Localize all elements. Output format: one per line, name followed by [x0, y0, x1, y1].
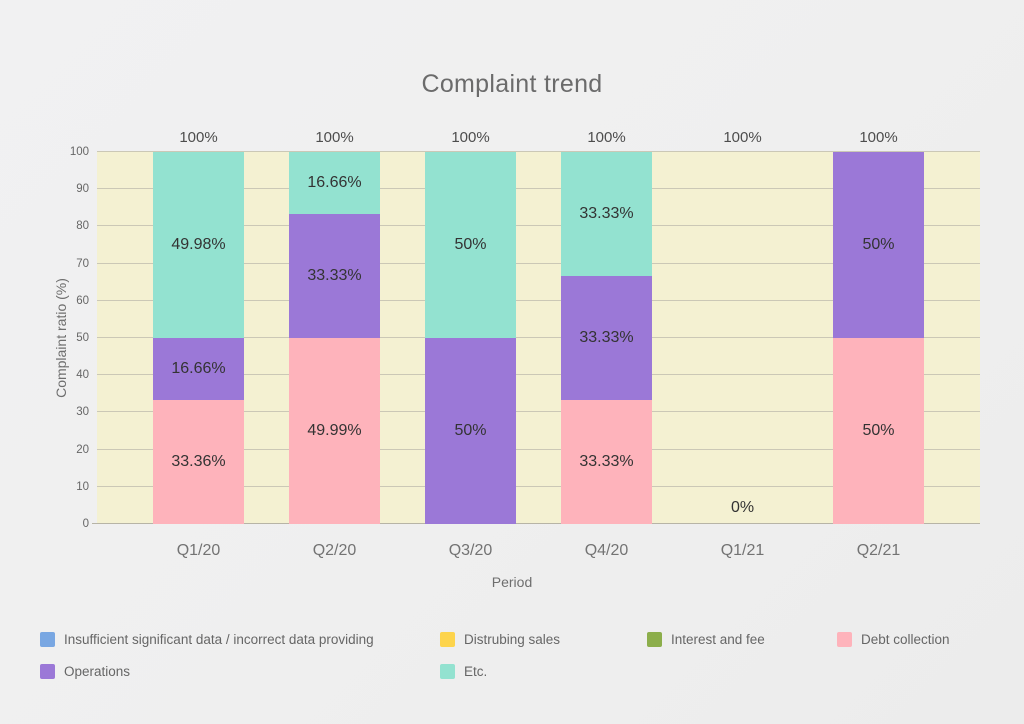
bar-segment-Q1/20-operations[interactable]: 16.66% — [153, 337, 244, 400]
x-tick-label-Q1/20: Q1/20 — [176, 542, 221, 559]
y-tick-label-60: 60 — [76, 294, 89, 307]
segment-value-label: 49.99% — [307, 422, 362, 440]
x-tick-label-Q1/21: Q1/21 — [720, 542, 765, 559]
y-tick-label-10: 10 — [76, 480, 89, 493]
x-tick-label-Q3/20: Q3/20 — [448, 542, 493, 559]
gridline-10 — [97, 485, 980, 487]
bar-segment-Q2/20-etc[interactable]: 16.66% — [289, 152, 380, 215]
bar-Q1/20: 33.36% 16.66% 49.98% — [153, 152, 244, 524]
segment-value-label: 50% — [862, 236, 895, 253]
gridline-90 — [97, 188, 980, 190]
bar-segment-Q3/20-operations[interactable]: 50% — [425, 338, 516, 524]
gridline-30 — [97, 411, 980, 413]
x-tick-label-Q2/21: Q2/21 — [856, 542, 901, 559]
y-tick-label-50: 50 — [76, 332, 89, 344]
plot-area: 33.36% 16.66% 49.98% 49.99% 33.33% 16.66% 50% 5… — [92, 151, 980, 524]
y-tick-label-40: 40 — [76, 369, 89, 382]
chart-title: Complaint trend — [421, 70, 603, 98]
x-axis-title: Period — [491, 574, 533, 590]
legend-label: Debt collection — [861, 632, 950, 647]
bar-segment-Q2/21-debt-collection[interactable]: 50% — [833, 338, 924, 524]
bar-Q2/21: 50% 50% — [833, 152, 924, 524]
gridline-80 — [97, 225, 980, 227]
y-tick-label-20: 20 — [76, 443, 89, 456]
segment-value-label: 49.98% — [171, 235, 226, 253]
total-label-Q2/21: 100% — [859, 129, 898, 146]
legend-swatch-icon — [440, 664, 455, 679]
legend-swatch-icon — [40, 632, 55, 647]
y-tick-label-90: 90 — [76, 183, 89, 196]
total-label-Q4/20: 100% — [587, 129, 626, 146]
y-tick-label-100: 100 — [69, 146, 89, 158]
legend-label: Operations — [64, 664, 131, 679]
segment-value-label: 33.33% — [579, 205, 634, 223]
segment-value-label: 16.66% — [171, 359, 226, 377]
bar-segment-Q2/20-debt-collection[interactable]: 49.99% — [289, 338, 380, 524]
gridline-50 — [97, 337, 980, 338]
bar-Q2/20: 49.99% 33.33% 16.66% — [289, 152, 380, 524]
legend-item-insufficient-significant-data-incorrect-data-providing[interactable]: Insufficient significant data / incorrec… — [40, 632, 440, 647]
legend-label: Insufficient significant data / incorrec… — [64, 632, 374, 647]
bar-segment-Q4/20-etc[interactable]: 33.33% — [561, 152, 652, 277]
segment-value-label: 33.33% — [307, 267, 362, 285]
legend: Insufficient significant data / incorrec… — [40, 632, 990, 679]
legend-label: Interest and fee — [671, 632, 765, 647]
segment-value-label: 33.33% — [579, 329, 634, 347]
x-tick-label-Q4/20: Q4/20 — [584, 542, 629, 559]
gridline-20 — [97, 448, 980, 450]
segment-value-label: 33.33% — [579, 453, 634, 470]
legend-item-distrubing-sales[interactable]: Distrubing sales — [440, 632, 647, 647]
bar-segment-Q2/20-operations[interactable]: 33.33% — [289, 214, 380, 339]
gridline-40 — [97, 374, 980, 376]
legend-label: Etc. — [464, 664, 488, 679]
gridline-70 — [97, 262, 980, 264]
y-tick-label-70: 70 — [76, 257, 89, 270]
y-tick-label-30: 30 — [76, 406, 89, 419]
legend-swatch-icon — [837, 632, 852, 647]
legend-item-etc[interactable]: Etc. — [440, 664, 647, 679]
y-tick-label-80: 80 — [76, 220, 89, 233]
segment-value-label: 50% — [454, 422, 487, 439]
zero-value-label-Q1/21: 0% — [730, 499, 755, 516]
x-axis-line — [92, 523, 980, 524]
legend-swatch-icon — [40, 664, 55, 679]
segment-value-label: 50% — [454, 236, 487, 253]
legend-item-debt-collection[interactable]: Debt collection — [837, 632, 990, 647]
bar-Q3/20: 50% 50% — [425, 152, 516, 524]
segment-value-label: 16.66% — [307, 174, 362, 192]
bar-segment-Q1/20-etc[interactable]: 49.98% — [153, 152, 244, 338]
legend-swatch-icon — [647, 632, 662, 647]
total-label-Q1/21: 100% — [723, 129, 762, 146]
y-tick-label-0: 0 — [82, 518, 89, 530]
x-tick-label-Q2/20: Q2/20 — [312, 542, 357, 559]
bar-segment-Q4/20-debt-collection[interactable]: 33.33% — [561, 400, 652, 524]
bar-segment-Q4/20-operations[interactable]: 33.33% — [561, 276, 652, 401]
total-label-Q1/20: 100% — [179, 129, 218, 146]
segment-value-label: 33.36% — [171, 452, 226, 470]
gridline-100 — [97, 151, 980, 152]
legend-label: Distrubing sales — [464, 632, 561, 647]
legend-swatch-icon — [440, 632, 455, 647]
legend-item-operations[interactable]: Operations — [40, 664, 440, 679]
gridline-60 — [97, 299, 980, 301]
bar-segment-Q2/21-operations[interactable]: 50% — [833, 152, 924, 338]
bar-Q4/20: 33.33% 33.33% 33.33% — [561, 152, 652, 524]
legend-item-interest-and-fee[interactable]: Interest and fee — [647, 632, 837, 647]
bar-segment-Q1/20-debt-collection[interactable]: 33.36% — [153, 399, 244, 524]
total-label-Q3/20: 100% — [451, 129, 490, 146]
bar-segment-Q3/20-etc[interactable]: 50% — [425, 152, 516, 338]
total-label-Q2/20: 100% — [315, 129, 354, 146]
segment-value-label: 50% — [862, 422, 895, 439]
